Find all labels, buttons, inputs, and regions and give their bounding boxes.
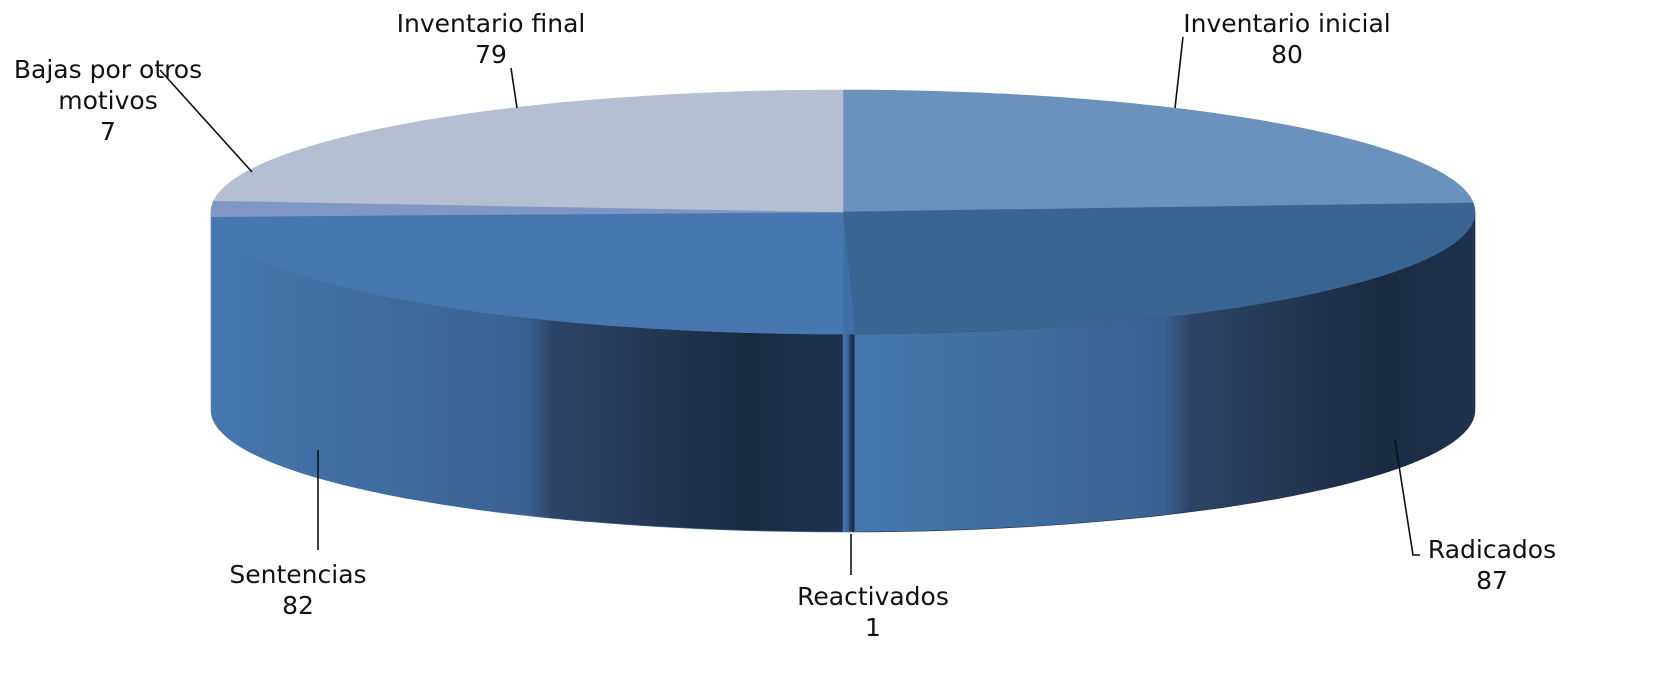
pie-slice-radicados xyxy=(842,202,1476,335)
category-label-radicados: Radicados xyxy=(1428,535,1556,564)
leader-line-inventario-inicial xyxy=(1174,36,1184,109)
value-label-bajas-por-otros-motivos: 7 xyxy=(100,117,116,146)
leader-line-inventario-final xyxy=(510,67,518,109)
category-label-bajas-por-otros-motivos: motivos xyxy=(58,86,158,115)
category-label-inventario-final: Inventario final xyxy=(397,9,586,38)
pie-slice-bajas-por-otros-motivos xyxy=(210,200,844,217)
pie-slice-inventario-inicial xyxy=(842,89,1474,213)
pie-slice-inventario-final xyxy=(213,89,844,213)
value-label-radicados: 87 xyxy=(1476,566,1508,595)
value-label-inventario-inicial: 80 xyxy=(1271,40,1303,69)
pie-side-reactivados xyxy=(842,333,856,533)
value-label-inventario-final: 79 xyxy=(475,40,507,69)
leader-line-bajas-por-otros-motivos xyxy=(159,69,253,173)
leader-line-radicados xyxy=(1394,439,1420,556)
pie-slice-sentencias xyxy=(211,211,844,335)
value-label-reactivados: 1 xyxy=(865,613,881,642)
category-label-reactivados: Reactivados xyxy=(797,582,949,611)
category-label-bajas-por-otros-motivos: Bajas por otros xyxy=(14,55,202,84)
value-label-sentencias: 82 xyxy=(282,591,314,620)
pie-top-faces xyxy=(210,89,1476,335)
category-label-inventario-inicial: Inventario inicial xyxy=(1183,9,1391,38)
category-label-sentencias: Sentencias xyxy=(229,560,366,589)
